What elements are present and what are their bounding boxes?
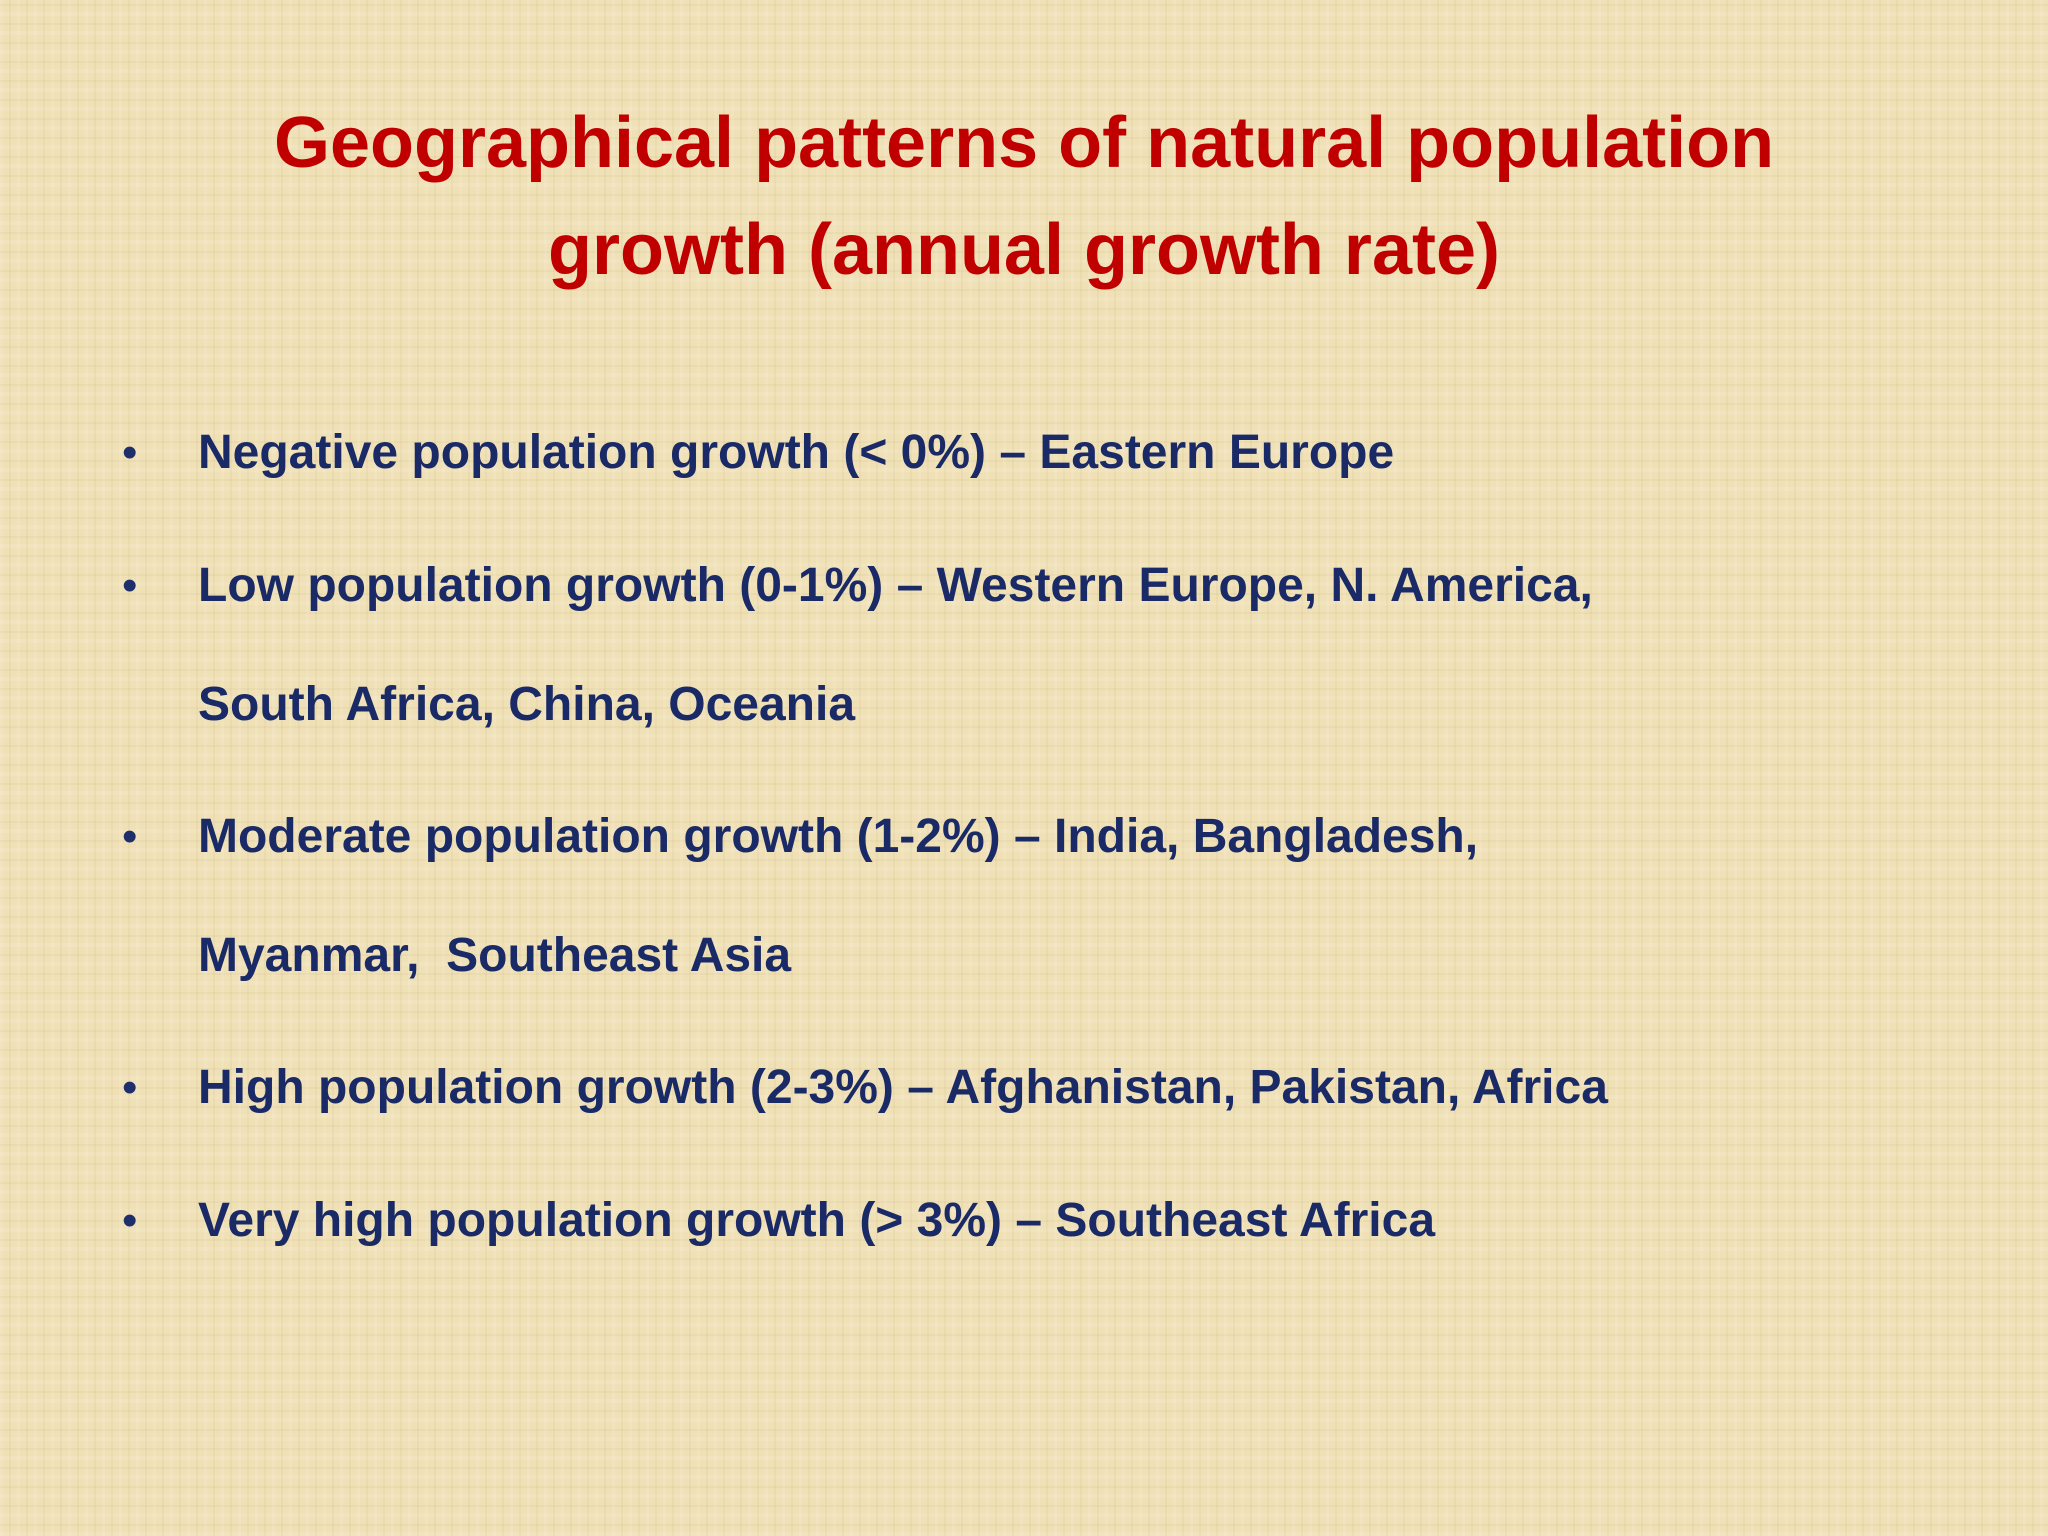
bullet-marker: • bbox=[122, 1063, 138, 1112]
bullet-text: High population growth (2-3%) – Afghanis… bbox=[198, 1061, 1608, 1114]
bullet-text: Myanmar, Southeast Asia bbox=[198, 929, 792, 982]
bullet-marker: • bbox=[122, 428, 138, 477]
bullet-text: Very high population growth (> 3%) – Sou… bbox=[198, 1194, 1436, 1247]
bullet-text: Negative population growth (< 0%) – East… bbox=[198, 426, 1395, 479]
bullet-text: South Africa, China, Oceania bbox=[198, 678, 856, 731]
bullet-text: Moderate population growth (1-2%) – Indi… bbox=[198, 810, 1479, 863]
slide-title: Geographical patterns of natural populat… bbox=[273, 103, 1775, 183]
bullet-marker: • bbox=[122, 812, 138, 861]
slide-title: growth (annual growth rate) bbox=[548, 210, 1500, 290]
bullet-marker: • bbox=[122, 561, 138, 610]
bullet-marker: • bbox=[122, 1196, 138, 1245]
bullet-text: Low population growth (0-1%) – Western E… bbox=[198, 559, 1593, 612]
